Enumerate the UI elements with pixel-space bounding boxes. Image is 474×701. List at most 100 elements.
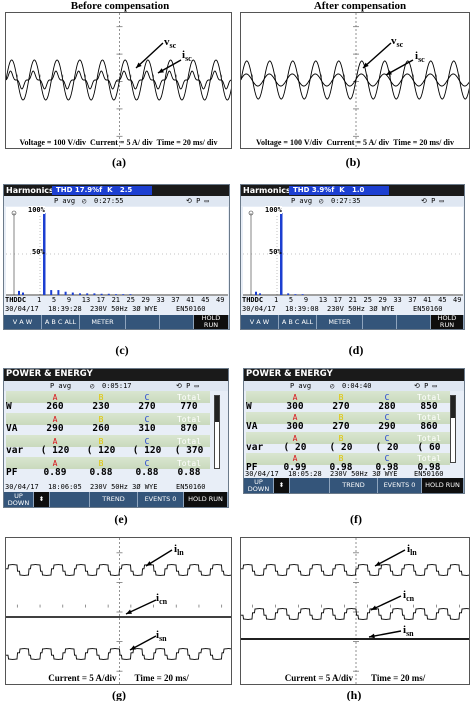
phase-label: C [384, 454, 390, 463]
scope-before: vsc isc Voltage = 100 V/div Current = 5 … [5, 12, 232, 149]
softkey-abc-all[interactable]: A B C ALL [42, 315, 80, 329]
x-tick-label: 13 [318, 296, 328, 304]
phase-header-row: A B C Total [6, 435, 210, 447]
measurement-value: 860 [420, 421, 438, 432]
thd-marker-cap [11, 210, 17, 216]
label-isn: isn [403, 624, 414, 639]
caption-f: (f) [350, 512, 362, 526]
harmonic-bar [57, 290, 60, 295]
label-isc: isc [182, 49, 192, 64]
softkey-empty[interactable] [290, 478, 330, 493]
caption-b: (b) [345, 155, 361, 169]
thd-marker-cap [248, 210, 254, 216]
measurement-value: 280 [378, 400, 396, 412]
x-tick-label: 13 [81, 296, 91, 304]
updown-arrow-icon: ⬍ [38, 495, 45, 503]
phase-label: C [384, 392, 390, 402]
source-current-waveform [6, 648, 231, 660]
softkey-events[interactable]: EVENTS 0 [138, 492, 184, 507]
softkey-meter[interactable]: METER [317, 315, 363, 329]
scope-after: vsc isc Voltage = 100 V/div Current = 5 … [240, 12, 470, 149]
measurement-value: 870 [180, 422, 198, 434]
caption-h: (h) [346, 688, 362, 701]
x-tick-label: 1 [274, 296, 279, 304]
softkey-meter[interactable]: METER [80, 315, 126, 329]
title-before: Before compensation [70, 0, 170, 12]
pointer-arrow [374, 549, 406, 567]
softkey-events[interactable]: EVENTS 0 [378, 478, 422, 493]
phase-label: Total [416, 392, 442, 402]
y-label-50: 50% [32, 248, 45, 256]
softkey-scroll[interactable]: ⬍ [34, 492, 50, 507]
softkey-empty-1[interactable] [363, 315, 397, 329]
harmonic-bar [22, 292, 24, 295]
x-tick-label: 1 [37, 296, 42, 304]
harmonic-bar [287, 293, 290, 295]
x-tick-label: 37 [171, 296, 180, 304]
softkey-hold-run[interactable]: HOLD RUN [422, 478, 464, 493]
phase-label: Total [176, 458, 202, 468]
y-label-100: 100% [265, 206, 282, 214]
softkey-scroll[interactable]: ⬍ [274, 478, 290, 493]
harmonic-bar [259, 293, 261, 295]
harmonic-bar [71, 292, 74, 295]
arrow-head-icon [146, 561, 152, 566]
x-tick-label: 25 [126, 296, 135, 304]
scrollbar[interactable] [214, 395, 220, 469]
softkey-empty-1[interactable] [126, 315, 160, 329]
measurement-value: 0.89 [43, 466, 67, 478]
arrow-head-icon [375, 561, 381, 566]
phase-label: A [52, 414, 58, 424]
x-tick-label: 5 [51, 296, 57, 304]
softkey-empty-2[interactable] [160, 315, 194, 329]
harmonic-bar [43, 213, 46, 295]
title-after: After compensation [313, 0, 407, 12]
phase-label: A [52, 392, 58, 402]
softkey-empty-2[interactable] [397, 315, 431, 329]
softkey-empty[interactable] [50, 492, 90, 507]
label-vsc: vsc [391, 35, 404, 50]
measurement-value: ( 120 [40, 444, 70, 456]
softkey-up-down[interactable]: UP DOWN [244, 478, 274, 493]
harmonic-bar [86, 293, 89, 295]
clock-icon: ◴ [319, 197, 324, 205]
softkey-vaw[interactable]: V A W [4, 315, 42, 329]
softkey-trend[interactable]: TREND [90, 492, 138, 507]
phase-label: Total [416, 413, 442, 422]
softkey-vaw[interactable]: V A W [241, 315, 279, 329]
unit-label: var [6, 444, 24, 456]
phase-label: C [144, 414, 150, 424]
measurement-value: 260 [46, 400, 64, 412]
phase-label: B [98, 414, 104, 424]
info-bar: P avg ◴ 0:27:55 ⟲ P ▭ [4, 196, 229, 206]
phase-label: B [98, 392, 104, 402]
label-icn: icn [156, 592, 168, 607]
softkey-abc-all[interactable]: A B C ALL [279, 315, 317, 329]
softkey-trend[interactable]: TREND [330, 478, 378, 493]
softkey-bar: UP DOWN ⬍ TREND EVENTS 0 HOLD RUN [4, 492, 228, 507]
measurement-value: ( 120 [132, 444, 162, 456]
info-bar: P avg ◴ 0:04:40 ⟲ P ▭ [244, 381, 464, 391]
phase-label: B [338, 413, 344, 422]
measurement-value: 0.88 [177, 466, 201, 478]
scope-footer: Current = 5 A/div Time = 20 ms/ [284, 673, 426, 683]
measurement-row: PF 0.89 0.88 0.88 0.88 [6, 466, 210, 478]
softkey-hold-run[interactable]: HOLD RUN [184, 492, 228, 507]
x-tick-label: 45 [438, 296, 447, 304]
status-icons: ⟲ P ▭ [176, 382, 199, 390]
measurement-row: VA 290 260 310 870 [6, 422, 210, 434]
phase-label: A [52, 458, 58, 468]
softkey-hold-run[interactable]: HOLD RUN [431, 315, 464, 329]
label-iln: iln [407, 543, 417, 558]
softkey-up-down[interactable]: UP DOWN [4, 492, 34, 507]
phase-label: B [98, 458, 104, 468]
y-label-100: 100% [28, 206, 45, 214]
phase-label: A [292, 392, 298, 402]
phase-label: C [144, 458, 150, 468]
measurement-value: 260 [92, 422, 110, 434]
harmonics-plot: 100% 50% [6, 206, 228, 296]
measurement-value: 0.88 [135, 466, 159, 478]
softkey-hold-run[interactable]: HOLD RUN [194, 315, 229, 329]
scrollbar[interactable] [450, 395, 456, 463]
measurement-row: PF 0.99 0.98 0.98 0.98 [246, 462, 450, 474]
